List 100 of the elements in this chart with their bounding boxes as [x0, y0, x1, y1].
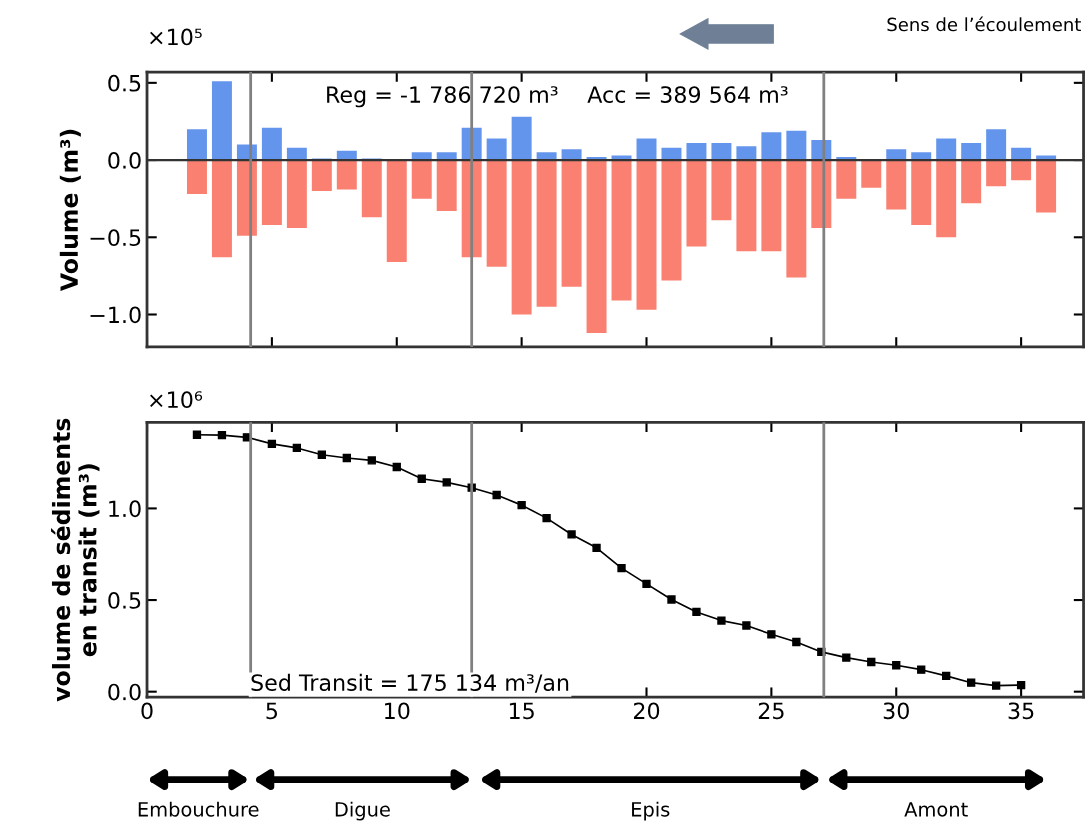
text: ×10⁶: [150, 391, 203, 409]
x-tick-label: 0: [141, 702, 153, 720]
bar: [261, 160, 282, 225]
point: [567, 530, 576, 539]
x-tick-label: 35: [1008, 702, 1034, 720]
bar: [186, 129, 207, 161]
point: [217, 430, 227, 440]
point: [492, 490, 501, 500]
bar: [761, 160, 782, 252]
bar: [436, 160, 457, 212]
bar: [661, 160, 682, 281]
bar: [711, 160, 732, 221]
point: [991, 681, 1001, 690]
bar: [536, 160, 557, 307]
bar: [311, 160, 332, 191]
text: Embouchure: [138, 801, 259, 817]
x-tick-label: 20: [633, 702, 660, 720]
bar: [786, 130, 807, 161]
point: [667, 595, 676, 604]
text: Epis: [632, 801, 670, 821]
annotation: Sed Transit = 175 134 m³/an: [251, 673, 569, 693]
bar: [586, 160, 607, 334]
bar: [561, 160, 582, 287]
bar: [611, 160, 632, 301]
point: [592, 543, 601, 552]
bar: [736, 146, 757, 161]
bar: [261, 127, 282, 161]
bar: [486, 138, 507, 161]
point: [617, 563, 626, 573]
bar: [711, 143, 732, 161]
point: [942, 671, 951, 681]
bar: [886, 149, 907, 161]
bar: [761, 132, 782, 161]
point: [967, 678, 976, 687]
x-tick-label: 30: [883, 702, 909, 720]
text: Sens de l’écoulement: [887, 16, 1081, 32]
bar: [211, 160, 232, 258]
point: [842, 653, 851, 662]
bar: [411, 160, 432, 199]
bar: [836, 160, 857, 199]
bar: [736, 160, 757, 252]
y-tick-label: 0.0: [108, 152, 141, 169]
point: [542, 513, 551, 523]
bar: [186, 160, 207, 195]
bar: [961, 143, 982, 161]
bar: [686, 160, 707, 247]
y-axis-title: volume de sédiments en transit (m³): [51, 418, 100, 702]
point: [517, 500, 526, 510]
bar: [286, 160, 307, 229]
point: [442, 478, 451, 487]
point: [392, 462, 401, 472]
annotation: Acc = 389 564 m³: [587, 86, 788, 103]
bar: [861, 160, 882, 188]
point: [867, 657, 876, 667]
bar: [486, 160, 507, 267]
y-tick-label: −0.5: [90, 229, 141, 247]
point: [292, 443, 302, 453]
point: [367, 456, 376, 465]
bar: [986, 129, 1007, 161]
x-tick-label: 5: [266, 702, 278, 720]
bar: [686, 143, 707, 161]
bar: [1036, 160, 1057, 213]
bar: [986, 160, 1007, 187]
point: [892, 661, 901, 670]
point: [642, 579, 651, 589]
point: [792, 637, 801, 647]
point: [742, 621, 751, 630]
point: [417, 474, 426, 483]
point: [767, 630, 776, 639]
bar: [936, 160, 957, 238]
point: [917, 665, 926, 674]
point: [692, 607, 701, 617]
point: [192, 430, 202, 439]
point: [717, 616, 726, 625]
bar: [361, 160, 382, 218]
y-tick-label: −1.0: [90, 306, 141, 324]
x-tick-label: 10: [385, 702, 410, 720]
point: [267, 439, 277, 449]
y-axis-title: Volume (m³): [59, 129, 81, 292]
bar: [786, 160, 807, 278]
bar: [886, 160, 907, 210]
y-tick-label: 0.5: [108, 74, 141, 92]
point: [342, 453, 351, 463]
x-tick-label: 15: [509, 702, 534, 720]
bar: [936, 138, 957, 161]
point: [317, 450, 327, 459]
bar: [336, 160, 357, 190]
bar: [386, 160, 407, 262]
bar: [211, 81, 232, 161]
bar: [511, 116, 532, 161]
text: Digue: [335, 801, 390, 821]
text: ×10⁵: [150, 28, 202, 46]
y-tick-label: 1.0: [109, 500, 141, 518]
x-tick-label: 25: [758, 702, 784, 720]
bar: [961, 160, 982, 204]
bar: [636, 138, 657, 161]
bar: [511, 160, 532, 315]
y-tick-label: 0.5: [108, 592, 141, 609]
bar: [1011, 160, 1032, 181]
bar: [636, 160, 657, 310]
